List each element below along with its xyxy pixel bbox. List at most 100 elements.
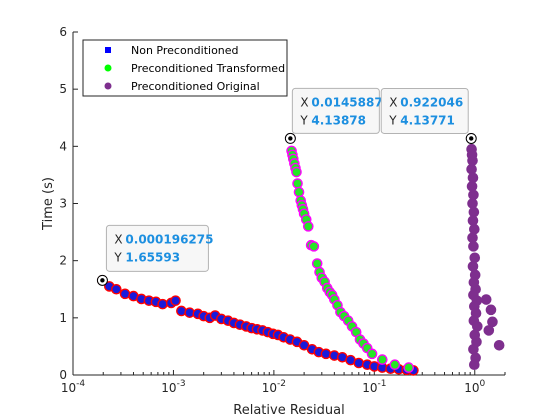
legend-entry[interactable]: Non Preconditioned <box>105 44 239 57</box>
datatip-x-key: X <box>114 232 122 246</box>
x-tick-exponent: -1 <box>377 379 386 389</box>
legend[interactable]: Non Preconditioned Preconditioned Transfo… <box>82 39 288 97</box>
datatip-box <box>380 87 469 134</box>
datatip-marker-dot <box>469 136 474 141</box>
data-point[interactable] <box>320 348 332 360</box>
data-point[interactable] <box>308 241 320 252</box>
data-point[interactable] <box>467 261 479 272</box>
x-axis-label: Relative Residual <box>233 403 344 418</box>
datatip-y-value: 1.65593 <box>125 250 180 264</box>
x-tick-exponent: 0 <box>480 379 486 389</box>
data-point[interactable] <box>468 189 479 201</box>
data-point[interactable] <box>466 163 477 175</box>
legend-box <box>82 39 288 97</box>
datatip-y-key: Y <box>113 250 122 264</box>
legend-marker-circle <box>104 82 112 90</box>
x-tick-label: 100 <box>464 379 485 395</box>
legend-entry[interactable]: Preconditioned Transformed <box>104 62 286 75</box>
datatip-box <box>291 87 380 134</box>
data-point[interactable] <box>311 258 323 269</box>
data-point[interactable] <box>111 283 122 295</box>
data-point[interactable] <box>483 325 495 336</box>
data-point[interactable] <box>469 223 480 235</box>
data-point[interactable] <box>493 339 505 351</box>
legend-label: Preconditioned Transformed <box>131 62 285 75</box>
x-tick-base: 10 <box>262 381 277 395</box>
datatip-y-key: Y <box>388 113 397 127</box>
datatip-x-value: 0.000196275 <box>125 232 213 246</box>
data-point[interactable] <box>353 357 365 369</box>
data-point[interactable] <box>467 198 478 209</box>
data-point[interactable] <box>466 181 478 192</box>
data-point[interactable] <box>487 316 498 328</box>
data-point[interactable] <box>467 155 478 166</box>
data-point[interactable] <box>467 215 479 226</box>
x-tick-exponent: -4 <box>76 379 85 389</box>
x-axis-ticks: 10-4 10-3 10-2 10-1 100 <box>61 370 506 395</box>
series-3 <box>465 133 505 371</box>
legend-marker-circle <box>104 64 112 72</box>
data-point[interactable] <box>170 295 181 306</box>
datatip-y-key: Y <box>299 113 308 127</box>
datatip-x-value: 0.0145887 <box>311 95 382 109</box>
datatip-y-value: 4.13878 <box>311 113 366 127</box>
y-tick-label: 4 <box>59 139 67 153</box>
data-point[interactable] <box>389 359 401 371</box>
legend-marker-square <box>105 47 111 53</box>
y-tick-label: 0 <box>59 368 67 382</box>
x-tick-label: 10-3 <box>161 379 185 395</box>
datatip-x-value: 0.922046 <box>400 95 463 109</box>
data-point[interactable] <box>157 298 168 310</box>
series-1 <box>97 275 419 376</box>
data-point[interactable] <box>292 178 303 189</box>
legend-label: Preconditioned Original <box>131 80 260 93</box>
series-2 <box>285 133 415 373</box>
x-tick-base: 10 <box>61 381 76 395</box>
data-point[interactable] <box>376 354 388 365</box>
data-point[interactable] <box>468 241 479 252</box>
data-point[interactable] <box>468 343 479 355</box>
y-axis-label: Time (s) <box>41 177 56 231</box>
data-point[interactable] <box>467 232 478 244</box>
datatip-y-value: 4.13771 <box>400 113 455 127</box>
x-tick-base: 10 <box>362 381 377 395</box>
y-axis-ticks: 0 1 2 3 4 5 6 <box>59 25 78 382</box>
legend-entry[interactable]: Preconditioned Original <box>104 80 260 93</box>
data-point[interactable] <box>485 304 497 316</box>
legend-label: Non Preconditioned <box>131 44 239 57</box>
data-point[interactable] <box>469 252 481 264</box>
y-tick-label: 6 <box>59 25 67 39</box>
y-tick-label: 3 <box>59 197 67 211</box>
data-point[interactable] <box>403 362 415 373</box>
datatip-x-key: X <box>389 95 397 109</box>
datatip-marker-dot <box>288 136 293 141</box>
x-tick-label: 10-4 <box>61 379 86 395</box>
data-point[interactable] <box>302 221 314 232</box>
x-tick-base: 10 <box>161 381 176 395</box>
data-point[interactable] <box>468 206 480 218</box>
x-tick-exponent: -2 <box>277 379 286 389</box>
y-tick-label: 2 <box>59 254 67 268</box>
x-tick-base: 10 <box>464 381 479 395</box>
data-series <box>97 133 505 376</box>
data-point[interactable] <box>293 186 305 198</box>
data-point[interactable] <box>291 166 302 178</box>
data-point[interactable] <box>366 348 378 360</box>
x-tick-label: 10-1 <box>362 379 386 395</box>
data-point[interactable] <box>467 172 479 184</box>
data-point[interactable] <box>472 321 483 332</box>
y-tick-label: 5 <box>59 82 67 96</box>
y-tick-label: 1 <box>59 311 67 325</box>
x-tick-label: 10-2 <box>262 379 286 395</box>
datatip-x-key: X <box>300 95 308 109</box>
datatip-marker-dot <box>100 278 105 283</box>
x-tick-exponent: -3 <box>177 379 186 389</box>
data-point[interactable] <box>469 359 480 371</box>
data-point[interactable] <box>480 294 492 305</box>
datatip-box <box>105 224 209 272</box>
